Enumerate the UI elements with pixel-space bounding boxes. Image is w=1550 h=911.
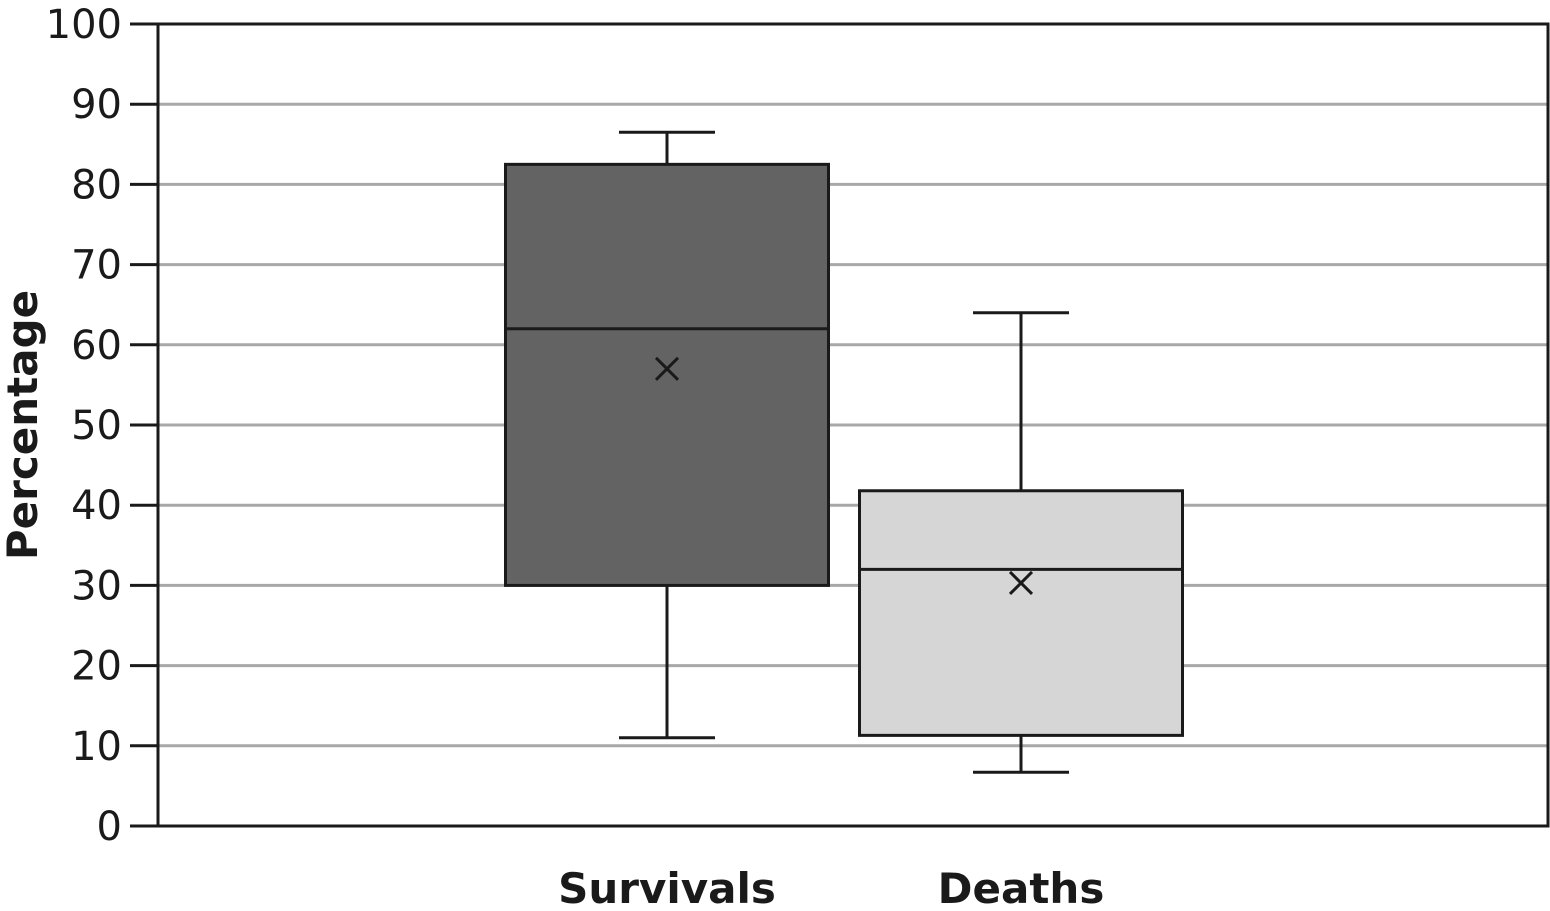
- mean-marker-b: [1008, 570, 1034, 596]
- x-category-label: Survivals: [558, 864, 776, 906]
- iqr-box: [504, 162, 830, 587]
- box-deaths: [858, 311, 1184, 774]
- y-tick-label: 90: [71, 82, 122, 128]
- y-tick-label: 40: [71, 483, 122, 529]
- mean-marker-b: [654, 356, 680, 381]
- y-tick-label: 20: [71, 644, 122, 690]
- y-tick-label: 60: [71, 323, 122, 369]
- y-tick-label: 0: [97, 804, 122, 850]
- iqr-box: [858, 489, 1184, 737]
- y-tick-label: 10: [71, 724, 122, 770]
- y-tick-label: 100: [46, 2, 122, 48]
- y-tick-label: 30: [71, 563, 122, 609]
- y-axis-title: Percentage: [0, 290, 47, 560]
- box-survivals: [504, 130, 830, 740]
- x-category-label: Deaths: [938, 864, 1105, 906]
- boxes: [504, 130, 1184, 774]
- y-tick-label: 50: [71, 403, 122, 449]
- y-tick-label: 80: [71, 162, 122, 208]
- y-ticks: 0 10 20 30 40 50 60 70 80 90 100: [46, 2, 158, 850]
- x-categories: Survivals Deaths: [558, 864, 1105, 911]
- y-tick-label: 70: [71, 243, 122, 289]
- gridlines: [158, 102, 1548, 748]
